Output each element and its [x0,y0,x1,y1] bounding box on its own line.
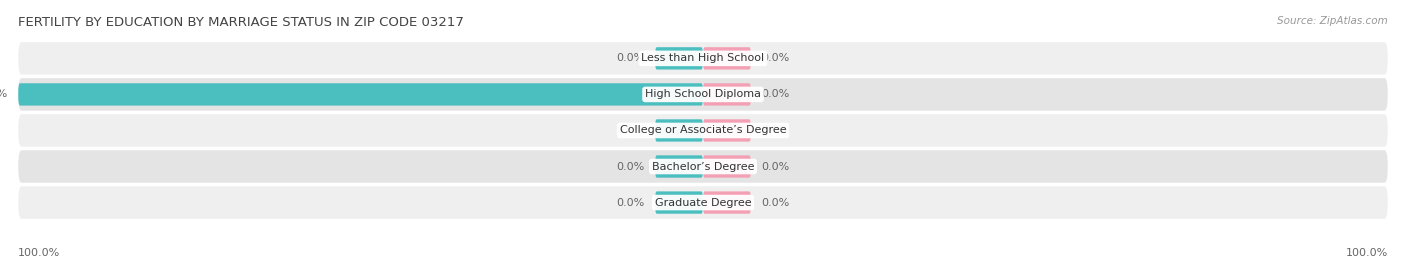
Text: 100.0%: 100.0% [18,248,60,258]
Text: 0.0%: 0.0% [617,125,645,136]
Text: 0.0%: 0.0% [617,197,645,208]
Text: 0.0%: 0.0% [617,161,645,172]
Text: Source: ZipAtlas.com: Source: ZipAtlas.com [1277,16,1388,26]
FancyBboxPatch shape [703,155,751,178]
Text: Less than High School: Less than High School [641,53,765,63]
FancyBboxPatch shape [18,42,1388,75]
FancyBboxPatch shape [703,83,751,106]
FancyBboxPatch shape [655,47,703,70]
FancyBboxPatch shape [18,150,1388,183]
Text: 0.0%: 0.0% [761,125,789,136]
FancyBboxPatch shape [18,83,703,106]
Text: Bachelor’s Degree: Bachelor’s Degree [652,161,754,172]
Text: Graduate Degree: Graduate Degree [655,197,751,208]
Text: 100.0%: 100.0% [0,89,8,100]
FancyBboxPatch shape [655,119,703,142]
Text: 0.0%: 0.0% [761,89,789,100]
Text: 0.0%: 0.0% [761,197,789,208]
FancyBboxPatch shape [18,78,1388,111]
FancyBboxPatch shape [655,191,703,214]
FancyBboxPatch shape [703,47,751,70]
Text: College or Associate’s Degree: College or Associate’s Degree [620,125,786,136]
FancyBboxPatch shape [18,186,1388,219]
Legend: Married, Unmarried: Married, Unmarried [626,266,780,269]
Text: 100.0%: 100.0% [1346,248,1388,258]
Text: 0.0%: 0.0% [761,161,789,172]
Text: 0.0%: 0.0% [617,53,645,63]
FancyBboxPatch shape [703,191,751,214]
Text: FERTILITY BY EDUCATION BY MARRIAGE STATUS IN ZIP CODE 03217: FERTILITY BY EDUCATION BY MARRIAGE STATU… [18,16,464,29]
Text: High School Diploma: High School Diploma [645,89,761,100]
Text: 0.0%: 0.0% [761,53,789,63]
FancyBboxPatch shape [18,114,1388,147]
FancyBboxPatch shape [655,155,703,178]
FancyBboxPatch shape [703,119,751,142]
